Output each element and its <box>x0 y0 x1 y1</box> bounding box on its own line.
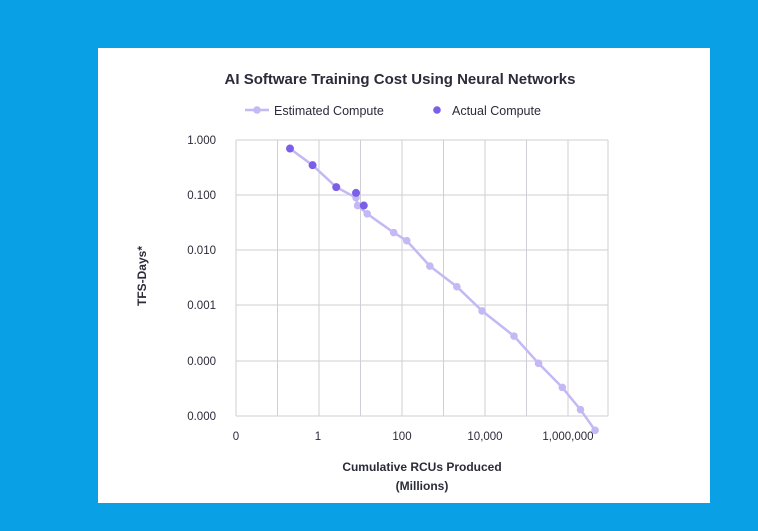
x-tick-labels: 0 1 100 10,000 1,000,000 <box>233 431 594 443</box>
estimated-compute-point <box>478 307 486 315</box>
estimated-compute-point <box>389 228 398 237</box>
y-tick-label: 0.100 <box>187 190 216 202</box>
y-tick-label: 0.000 <box>187 411 216 423</box>
y-tick-label: 0.000 <box>187 356 216 368</box>
grid <box>235 139 609 417</box>
actual-compute-point <box>352 188 361 197</box>
legend-estimated-marker <box>253 106 261 114</box>
x-tick-label: 0 <box>233 431 239 443</box>
chart-card: AI Software Training Cost Using Neural N… <box>98 48 710 503</box>
y-tick-label: 1.000 <box>187 135 216 147</box>
estimated-compute-line <box>289 147 597 432</box>
estimated-compute-point <box>576 405 585 414</box>
estimated-compute-point <box>453 282 461 291</box>
estimated-compute-point <box>353 201 362 210</box>
estimated-compute-point <box>534 359 543 368</box>
chart: AI Software Training Cost Using Neural N… <box>135 71 609 493</box>
x-axis-label-line-2: (Millions) <box>396 479 449 493</box>
legend-estimated-label: Estimated Compute <box>274 104 384 118</box>
estimated-compute-point <box>426 262 434 270</box>
x-tick-label: 10,000 <box>467 431 502 443</box>
actual-compute-point <box>332 183 341 192</box>
legend: Estimated Compute Actual Compute <box>245 104 541 118</box>
y-tick-label: 0.001 <box>187 300 216 312</box>
actual-compute-point <box>308 161 317 170</box>
estimated-compute-point <box>558 383 567 392</box>
series <box>285 144 599 435</box>
estimated-compute-point <box>402 236 411 245</box>
chart-title: AI Software Training Cost Using Neural N… <box>225 71 576 88</box>
legend-actual-label: Actual Compute <box>452 104 541 118</box>
x-axis-label-line-1: Cumulative RCUs Produced <box>342 460 501 474</box>
legend-actual-marker <box>433 106 441 114</box>
x-tick-label: 100 <box>392 431 411 443</box>
estimated-compute-point <box>510 332 518 340</box>
y-axis-label: TFS-Days* <box>135 246 149 306</box>
y-tick-label: 0.010 <box>187 245 216 257</box>
estimated-compute-point <box>591 426 599 435</box>
actual-compute-point <box>285 144 294 153</box>
x-tick-label: 1,000,000 <box>542 431 593 443</box>
estimated-compute-point <box>363 210 371 218</box>
y-tick-labels: 1.000 0.100 0.010 0.001 0.000 0.000 <box>187 135 216 423</box>
actual-compute-point <box>359 201 368 210</box>
x-tick-label: 1 <box>315 431 321 443</box>
